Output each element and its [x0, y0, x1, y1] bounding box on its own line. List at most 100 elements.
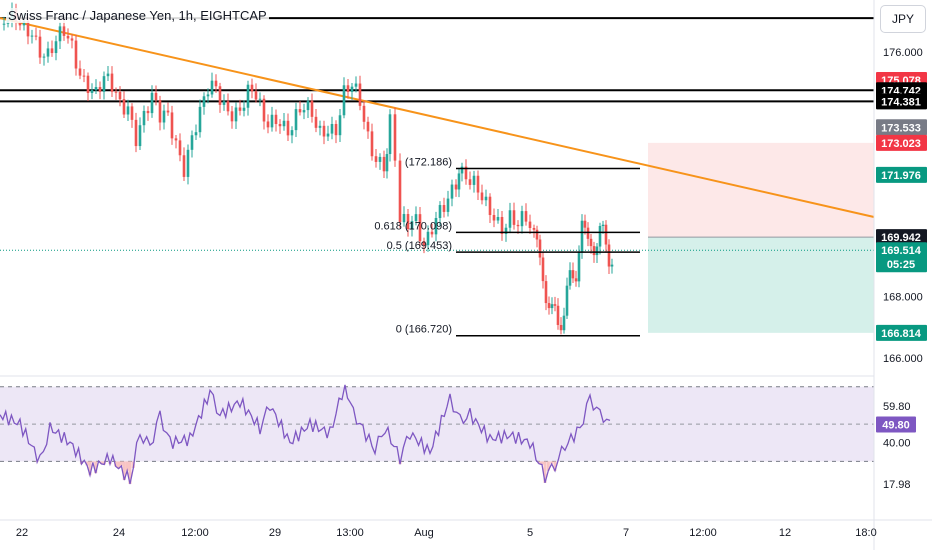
candle-body	[338, 115, 342, 136]
candle-body	[589, 238, 593, 247]
candle-body	[118, 92, 122, 100]
candle-body	[362, 105, 366, 122]
rsi-tick-label: 40.00	[883, 438, 911, 450]
candle-body	[302, 110, 306, 113]
time-tick-label: 12:00	[689, 527, 717, 539]
candle-body	[550, 304, 554, 309]
candle-body	[286, 120, 290, 136]
candle-body	[565, 285, 569, 316]
candle-body	[476, 175, 480, 193]
candle-body	[62, 26, 66, 36]
candle-body	[480, 192, 484, 201]
price-label-box	[876, 242, 927, 273]
candle-body	[601, 224, 605, 226]
candle-body	[150, 92, 154, 114]
candle-body	[350, 86, 354, 92]
time-tick-label: Aug	[414, 527, 434, 539]
rsi-tick-label: 59.80	[883, 401, 911, 413]
candle-body	[46, 48, 50, 57]
currency-button[interactable]: JPY	[880, 5, 926, 33]
candle-body	[580, 220, 584, 253]
candle-body	[162, 110, 166, 123]
candle-body	[266, 121, 270, 128]
candle-body	[178, 140, 182, 156]
candle-body	[278, 124, 282, 127]
candle-body	[66, 35, 70, 39]
candle-body	[559, 324, 563, 331]
candle-body	[592, 246, 596, 256]
candle-body	[134, 119, 138, 147]
time-tick-label: 7	[623, 527, 629, 539]
candle-body	[488, 196, 492, 216]
price-label-text: 173.023	[881, 138, 921, 150]
time-tick-label: 12:00	[181, 527, 209, 539]
candle-body	[541, 257, 545, 282]
price-label-text: 174.381	[881, 96, 921, 108]
candle-body	[130, 106, 134, 120]
candle-body	[230, 111, 234, 122]
candle-body	[342, 85, 346, 116]
candle-body	[528, 221, 532, 228]
candle-body	[568, 270, 572, 286]
time-tick-label: 12	[779, 527, 791, 539]
candle-body	[170, 112, 174, 139]
candle-body	[310, 100, 314, 117]
candle-body	[198, 106, 202, 133]
candle-body	[206, 94, 210, 97]
candle-body	[410, 221, 414, 230]
candle-body	[577, 252, 581, 282]
candle-body	[422, 241, 426, 246]
candle-body	[426, 231, 430, 246]
candle-body	[607, 244, 611, 267]
candle-body	[370, 131, 374, 157]
candle-body	[102, 76, 106, 92]
candle-body	[82, 75, 86, 77]
candle-body	[393, 114, 397, 161]
candle-body	[586, 227, 590, 239]
candle-body	[110, 73, 114, 92]
candle-body	[290, 130, 294, 136]
chart-title: Swiss Franc / Japanese Yen, 1h, EIGHTCAP	[6, 8, 269, 23]
candle-body	[544, 281, 548, 304]
candle-body	[454, 184, 458, 190]
candle-body	[106, 73, 110, 77]
price-label-box	[876, 324, 927, 341]
candle-body	[402, 214, 406, 223]
candle-body	[74, 40, 78, 69]
candle-body	[326, 133, 330, 137]
candle-body	[438, 205, 442, 218]
rsi-pane	[0, 384, 874, 485]
time-tick-label: 13:00	[336, 527, 364, 539]
candle-body	[158, 100, 162, 123]
candle-body	[234, 107, 238, 122]
candle-body	[414, 214, 418, 222]
price-label-text: 169.942	[881, 232, 921, 244]
candle-body	[298, 109, 302, 113]
candle-body	[547, 303, 551, 309]
fib-label-0: (172.186)	[405, 156, 452, 168]
candle-body	[42, 56, 46, 58]
price-label-box	[876, 229, 927, 246]
candle-body	[294, 109, 298, 131]
price-labels: 175.078174.742174.381173.533173.023171.9…	[876, 71, 927, 433]
candle-body	[385, 154, 389, 172]
candle-body	[18, 22, 22, 26]
candle-body	[314, 116, 318, 128]
candle-body	[504, 227, 508, 234]
candle-body	[122, 99, 126, 115]
candle-body	[334, 123, 338, 136]
candle-body	[346, 85, 350, 92]
candle-body	[595, 246, 599, 256]
candle-body	[418, 214, 422, 242]
candle-body	[562, 315, 566, 331]
candle-body	[398, 160, 402, 223]
candle-body	[358, 83, 362, 106]
rsi-value-text: 49.80	[882, 419, 910, 431]
candle-body	[598, 225, 602, 247]
candle-body	[202, 96, 206, 107]
price-label-text: 173.533	[881, 122, 921, 134]
candle-body	[22, 20, 26, 26]
candle-body	[520, 211, 524, 227]
fib-labels: (172.186) 0.618 (170.098) 0.5 (169.453) 0 (…	[374, 156, 640, 337]
